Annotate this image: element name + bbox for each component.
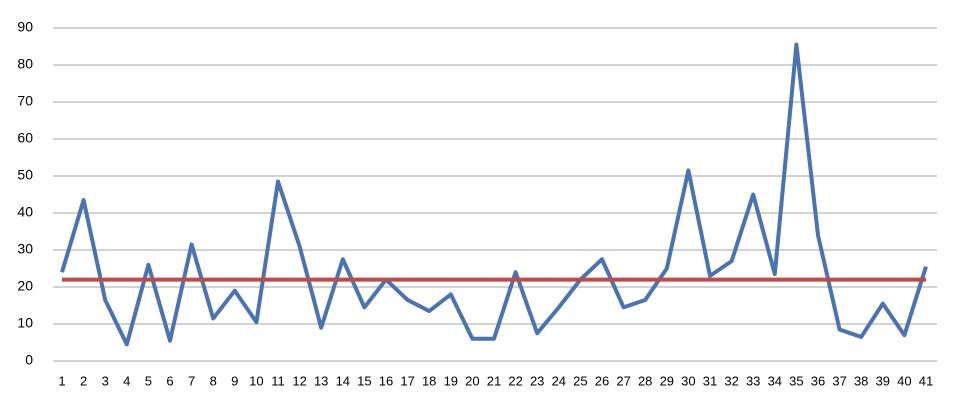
x-tick-label: 4 (123, 373, 130, 388)
x-tick-label: 8 (210, 373, 217, 388)
x-tick-label: 40 (897, 373, 911, 388)
x-tick-label: 34 (768, 373, 782, 388)
y-tick-label: 20 (17, 278, 33, 294)
y-tick-label: 80 (17, 56, 33, 72)
x-tick-label: 16 (379, 373, 393, 388)
x-tick-label: 13 (314, 373, 328, 388)
x-tick-label: 38 (854, 373, 868, 388)
x-tick-label: 35 (789, 373, 803, 388)
x-tick-label: 33 (746, 373, 760, 388)
x-tick-label: 12 (292, 373, 306, 388)
x-tick-label: 7 (188, 373, 195, 388)
x-tick-label: 6 (166, 373, 173, 388)
x-tick-label: 31 (703, 373, 717, 388)
x-tick-label: 21 (487, 373, 501, 388)
x-tick-label: 10 (249, 373, 263, 388)
x-tick-label: 26 (595, 373, 609, 388)
x-tick-label: 9 (231, 373, 238, 388)
x-tick-label: 30 (681, 373, 695, 388)
x-tick-label: 19 (444, 373, 458, 388)
x-tick-label: 17 (400, 373, 414, 388)
x-tick-label: 39 (876, 373, 890, 388)
x-tick-label: 1 (58, 373, 65, 388)
x-tick-label: 18 (422, 373, 436, 388)
x-tick-label: 41 (919, 373, 933, 388)
x-tick-label: 29 (660, 373, 674, 388)
series-line (60, 42, 928, 347)
x-tick-label: 22 (508, 373, 522, 388)
x-tick-label: 23 (530, 373, 544, 388)
x-tick-label: 24 (552, 373, 566, 388)
x-tick-label: 25 (573, 373, 587, 388)
x-tick-label: 11 (271, 373, 285, 388)
y-tick-label: 0 (25, 352, 33, 368)
y-tick-label: 60 (17, 130, 33, 146)
y-tick-label: 90 (17, 19, 33, 35)
x-tick-label: 37 (832, 373, 846, 388)
x-tick-label: 14 (336, 373, 350, 388)
x-tick-label: 15 (357, 373, 371, 388)
y-tick-label: 40 (17, 204, 33, 220)
x-tick-label: 3 (102, 373, 109, 388)
y-tick-label: 10 (17, 315, 33, 331)
x-tick-label: 20 (465, 373, 479, 388)
x-tick-label: 36 (811, 373, 825, 388)
x-tick-label: 28 (638, 373, 652, 388)
y-tick-label: 30 (17, 241, 33, 257)
x-tick-label: 5 (145, 373, 152, 388)
x-tick-label: 32 (724, 373, 738, 388)
x-tick-label: 27 (616, 373, 630, 388)
x-tick-label: 2 (80, 373, 87, 388)
y-tick-label: 70 (17, 93, 33, 109)
y-tick-label: 50 (17, 167, 33, 183)
